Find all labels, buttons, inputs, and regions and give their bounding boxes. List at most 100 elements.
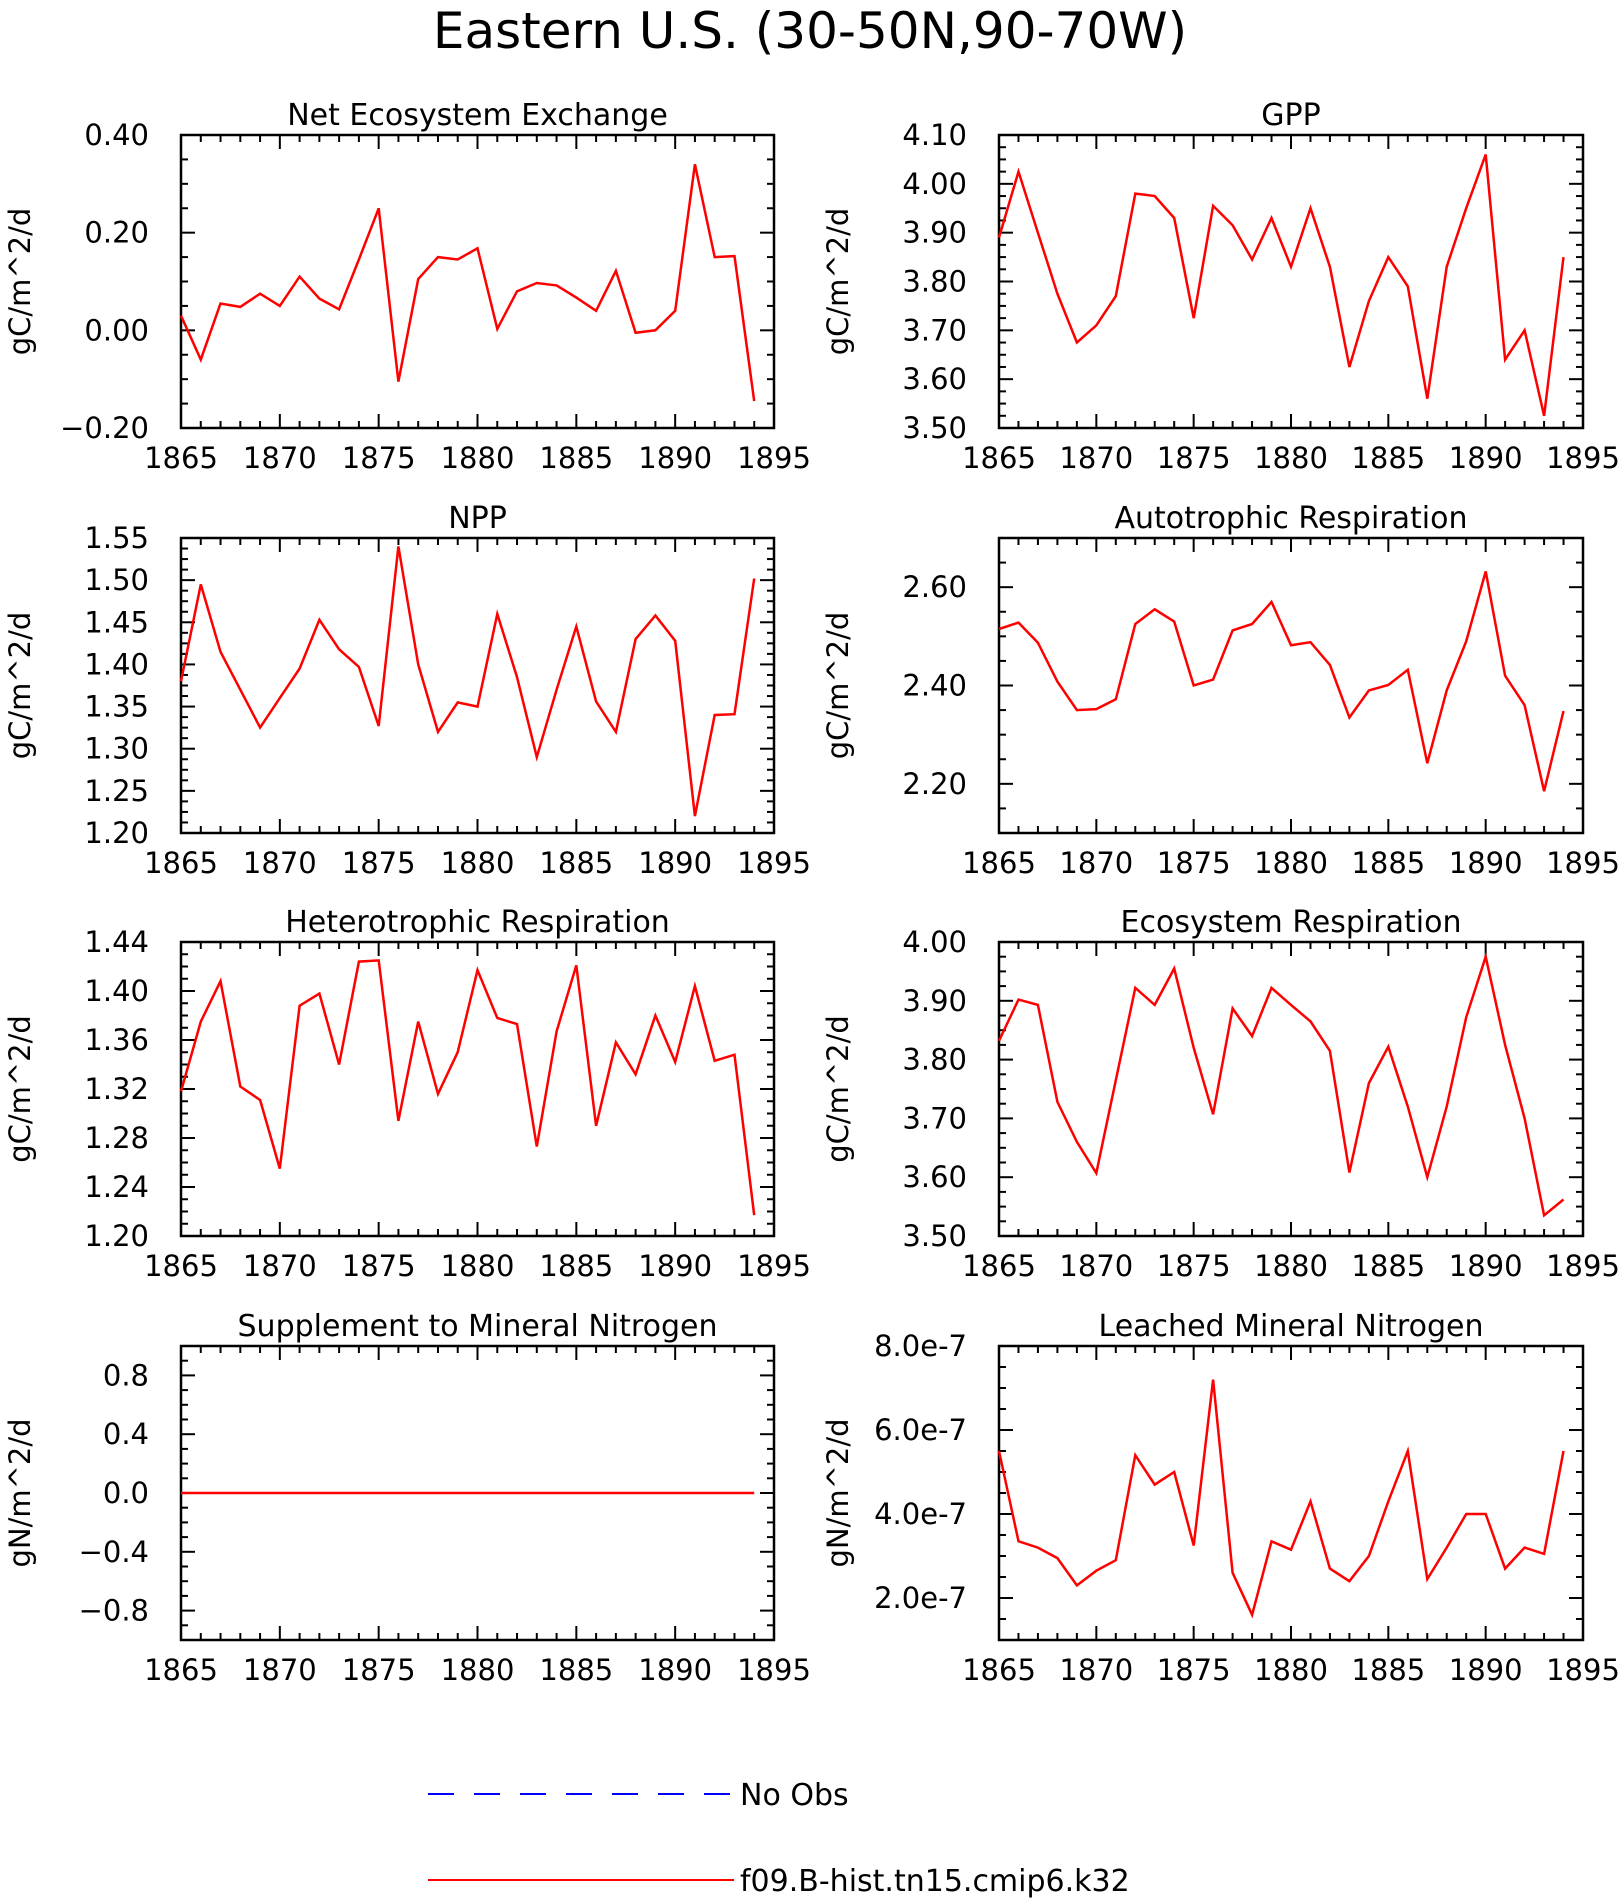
y-tick-label: −0.20 (60, 411, 149, 445)
x-tick-label: 1875 (342, 1249, 416, 1283)
x-tick-label: 1870 (1059, 1249, 1133, 1283)
x-tick-label: 1875 (1157, 441, 1231, 475)
y-tick-label: 1.20 (84, 1219, 149, 1253)
y-tick-label: 1.30 (84, 732, 149, 766)
y-tick-label: 8.0e-7 (874, 1329, 967, 1363)
x-tick-label: 1895 (1546, 1653, 1620, 1687)
y-tick-label: 3.90 (902, 984, 967, 1018)
x-tick-label: 1875 (342, 441, 416, 475)
y-axis-label: gC/m^2/d (821, 612, 855, 760)
x-tick-label: 1880 (1254, 1249, 1328, 1283)
x-tick-label: 1870 (243, 1249, 317, 1283)
y-tick-label: 2.40 (902, 669, 967, 703)
y-tick-label: 3.80 (902, 1043, 967, 1077)
y-tick-label: 3.90 (902, 216, 967, 250)
plot-frame (997, 536, 1585, 835)
panel-title: GPP (1261, 98, 1320, 133)
y-tick-label: −0.4 (79, 1535, 149, 1569)
plot-frame (997, 133, 1585, 430)
series-line (997, 154, 1565, 417)
y-tick-label: 1.36 (84, 1023, 149, 1057)
x-tick-label: 1865 (144, 1249, 218, 1283)
y-tick-label: 3.50 (902, 411, 967, 445)
plot-frame (179, 536, 776, 835)
y-tick-label: 0.4 (103, 1417, 149, 1451)
y-tick-label: 4.00 (902, 925, 967, 959)
panel-title: Autotrophic Respiration (1114, 501, 1467, 536)
y-tick-label: 4.0e-7 (874, 1497, 967, 1531)
panel-heterotrophic-respiration: Heterotrophic Respiration 1865 1870 1875 188… (3, 905, 811, 1283)
panel-title: Supplement to Mineral Nitrogen (238, 1309, 718, 1344)
x-tick-label: 1870 (243, 846, 317, 880)
series-line (179, 164, 756, 402)
x-tick-label: 1885 (539, 1653, 613, 1687)
panel-net-ecosystem-exchange: Net Ecosystem Exchange 1865 1870 1875 1880 18… (3, 98, 811, 475)
x-tick-label: 1885 (539, 1249, 613, 1283)
y-axis-label: gN/m^2/d (3, 1418, 37, 1567)
x-tick-label: 1890 (638, 1653, 712, 1687)
y-axis-label: gC/m^2/d (821, 1015, 855, 1163)
y-axis-label: gC/m^2/d (3, 208, 37, 356)
y-tick-label: 1.55 (84, 521, 149, 555)
x-tick-label: 1875 (342, 1653, 416, 1687)
series-line (997, 951, 1565, 1218)
chart-panels: Net Ecosystem Exchange 1865 1870 1875 1880 18… (3, 98, 1620, 1687)
x-tick-label: 1885 (1351, 1249, 1425, 1283)
panel-autotrophic-respiration: Autotrophic Respiration 1865 1870 1875 1880 1… (821, 501, 1620, 880)
y-tick-label: 6.0e-7 (874, 1413, 967, 1447)
series-line (997, 1379, 1565, 1619)
y-tick-label: 1.28 (84, 1121, 149, 1155)
y-tick-label: 3.60 (902, 1160, 967, 1194)
x-tick-label: 1865 (144, 441, 218, 475)
x-tick-label: 1895 (1546, 441, 1620, 475)
y-tick-label: 3.70 (902, 1101, 967, 1135)
y-tick-label: 3.80 (902, 265, 967, 299)
plot-frame (179, 133, 776, 430)
y-tick-label: 0.8 (103, 1358, 149, 1392)
x-tick-label: 1870 (1059, 846, 1133, 880)
y-tick-label: 4.10 (902, 118, 967, 152)
y-tick-label: 1.32 (84, 1072, 149, 1106)
x-tick-label: 1865 (144, 1653, 218, 1687)
panel-title: Net Ecosystem Exchange (287, 98, 668, 133)
panel-supplement-to-mineral-nitrogen: Supplement to Mineral Nitrogen 1865 1870 18… (3, 1309, 811, 1687)
y-tick-label: 1.35 (84, 690, 149, 724)
y-axis-label: gC/m^2/d (821, 208, 855, 356)
x-tick-label: 1865 (144, 846, 218, 880)
x-tick-label: 1890 (638, 441, 712, 475)
series-line (179, 959, 756, 1216)
y-tick-label: 1.50 (84, 563, 149, 597)
y-axis-label: gN/m^2/d (821, 1418, 855, 1567)
x-tick-label: 1865 (962, 441, 1036, 475)
y-axis-label: gC/m^2/d (3, 1015, 37, 1163)
x-tick-label: 1885 (1351, 441, 1425, 475)
panel-title: Ecosystem Respiration (1121, 905, 1462, 940)
y-tick-label: 1.24 (84, 1170, 149, 1204)
y-axis-label: gC/m^2/d (3, 612, 37, 760)
x-tick-label: 1880 (1254, 441, 1328, 475)
plot-frame (997, 1344, 1585, 1642)
y-tick-label: 3.60 (902, 362, 967, 396)
series-line (179, 546, 756, 817)
x-tick-label: 1880 (441, 1653, 515, 1687)
y-tick-label: 1.40 (84, 974, 149, 1008)
legend-label-model: f09.B-hist.tn15.cmip6.k32 (740, 1864, 1130, 1898)
y-tick-label: 0.20 (84, 216, 149, 250)
x-tick-label: 1875 (1157, 1653, 1231, 1687)
panel-title: Leached Mineral Nitrogen (1099, 1309, 1484, 1344)
x-tick-label: 1885 (539, 441, 613, 475)
x-tick-label: 1890 (638, 846, 712, 880)
y-tick-label: 3.70 (902, 313, 967, 347)
x-tick-label: 1890 (1449, 441, 1523, 475)
y-tick-label: 1.25 (84, 774, 149, 808)
y-tick-label: −0.8 (79, 1594, 149, 1628)
x-tick-label: 1890 (1449, 846, 1523, 880)
y-tick-label: 2.60 (902, 570, 967, 604)
panel-leached-mineral-nitrogen: Leached Mineral Nitrogen 1865 1870 1875 1880… (821, 1309, 1620, 1687)
panel-ecosystem-respiration: Ecosystem Respiration 1865 1870 1875 1880 188… (821, 905, 1620, 1283)
x-tick-label: 1875 (1157, 846, 1231, 880)
x-tick-label: 1870 (1059, 1653, 1133, 1687)
x-tick-label: 1885 (1351, 846, 1425, 880)
plot-frame (179, 940, 776, 1238)
panel-npp: NPP 1865 1870 1875 1880 1885 1890 1895 1.20 1.25 1… (3, 501, 811, 880)
